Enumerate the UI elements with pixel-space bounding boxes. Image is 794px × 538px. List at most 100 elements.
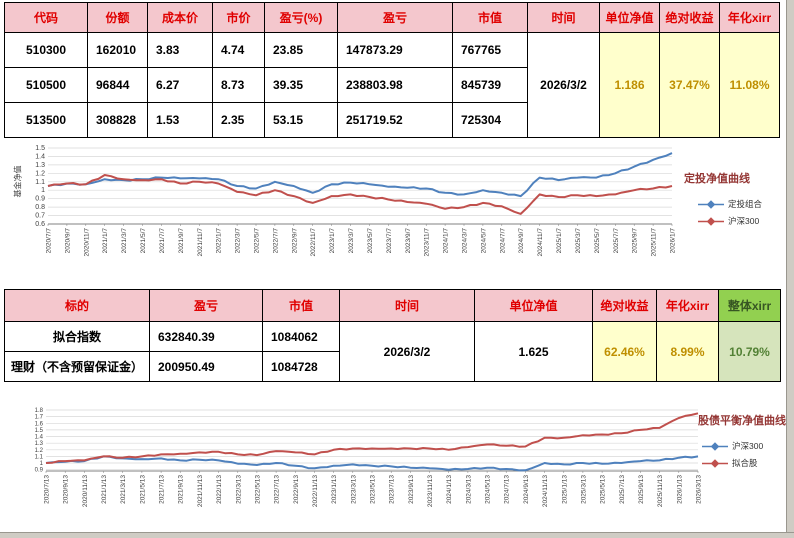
line-marker-icon [698, 199, 724, 209]
svg-text:2025/1/13: 2025/1/13 [561, 475, 568, 504]
table-row: 拟合指数 632840.39 1084062 2026/3/2 1.625 62… [4, 321, 781, 382]
legend-item-fitted-stock: 拟合股 [702, 457, 763, 469]
header-time[interactable]: 时间 [339, 289, 475, 322]
cell-market-price[interactable]: 8.73 [212, 67, 265, 103]
header-pl[interactable]: 盈亏 [149, 289, 263, 322]
cell-time[interactable]: 2026/3/2 [339, 321, 475, 382]
svg-text:2021/1/13: 2021/1/13 [101, 475, 108, 504]
svg-text:1: 1 [41, 187, 45, 194]
cell-target[interactable]: 理财（不含预留保证金） [4, 351, 150, 382]
balance-nav-chart[interactable]: 1.8 1.7 1.6 1.5 1.4 1.3 1.2 1.1 1 0.9 2020/7/13 202… [0, 382, 794, 533]
header-shares[interactable]: 份额 [87, 2, 148, 33]
cell-code[interactable]: 510300 [4, 32, 88, 68]
cell-unit-nav[interactable]: 1.186 [599, 32, 660, 138]
svg-text:2020/9/13: 2020/9/13 [63, 475, 70, 504]
legend-label: 定投组合 [728, 199, 763, 209]
svg-text:2024/7/7: 2024/7/7 [499, 228, 506, 254]
legend-item-hs300: 沪深300 [698, 215, 762, 227]
window-right-edge [786, 0, 794, 538]
header-time[interactable]: 时间 [527, 2, 600, 33]
cell-pl[interactable]: 147873.29 [337, 32, 453, 68]
cell-code[interactable]: 513500 [4, 102, 88, 138]
header-abs-return[interactable]: 绝对收益 [659, 2, 720, 33]
cell-cost-price[interactable]: 6.27 [147, 67, 213, 103]
cell-target[interactable]: 拟合指数 [4, 321, 150, 352]
header-abs-return[interactable]: 绝对收益 [592, 289, 657, 322]
svg-text:2024/11/13: 2024/11/13 [542, 475, 549, 507]
cell-shares[interactable]: 308828 [87, 102, 148, 138]
cell-cost-price[interactable]: 1.53 [147, 102, 213, 138]
line-marker-icon [702, 441, 728, 451]
cell-xirr[interactable]: 11.08% [719, 32, 780, 138]
cell-xirr[interactable]: 8.99% [656, 321, 719, 382]
cell-pl-pct[interactable]: 39.35 [264, 67, 338, 103]
svg-text:2023/7/13: 2023/7/13 [389, 475, 396, 504]
cell-market-price[interactable]: 4.74 [212, 32, 265, 68]
svg-text:2023/9/7: 2023/9/7 [405, 228, 412, 254]
svg-text:1.4: 1.4 [35, 153, 45, 160]
svg-text:2021/11/13: 2021/11/13 [197, 475, 204, 507]
chart1-legend: 定投组合 沪深300 [698, 198, 762, 232]
svg-text:2023/1/7: 2023/1/7 [329, 228, 336, 254]
balance-table: 标的 盈亏 市值 时间 单位净值 绝对收益 年化xirr 整体xirr 拟合指数… [4, 289, 781, 382]
header-market-price[interactable]: 市价 [212, 2, 265, 33]
cell-market-value[interactable]: 1084062 [262, 321, 340, 352]
cell-pl[interactable]: 238803.98 [337, 67, 453, 103]
header-market-value[interactable]: 市值 [262, 289, 340, 322]
header-pl-pct[interactable]: 盈亏(%) [264, 2, 338, 33]
cell-cost-price[interactable]: 3.83 [147, 32, 213, 68]
cell-market-value[interactable]: 845739 [452, 67, 528, 103]
svg-text:2021/11/7: 2021/11/7 [197, 228, 204, 257]
cell-time[interactable]: 2026/3/2 [527, 32, 600, 138]
table-row: 理财（不含预留保证金） 200950.49 1084728 [4, 351, 781, 382]
header-cost-price[interactable]: 成本价 [147, 2, 213, 33]
svg-text:1.8: 1.8 [35, 408, 44, 414]
cell-market-price[interactable]: 2.35 [212, 102, 265, 138]
svg-text:2021/7/7: 2021/7/7 [159, 228, 166, 254]
cell-market-value[interactable]: 767765 [452, 32, 528, 68]
svg-text:0.7: 0.7 [35, 213, 45, 220]
dca-nav-chart[interactable]: 1.5 1.4 1.3 1.2 1.1 1 0.9 0.8 0.7 0.6 2020/7/7 2020… [0, 140, 794, 288]
cell-code[interactable]: 510500 [4, 67, 88, 103]
cell-pl[interactable]: 200950.49 [149, 351, 263, 382]
svg-text:2022/11/13: 2022/11/13 [312, 475, 319, 507]
header-market-value[interactable]: 市值 [452, 2, 528, 33]
svg-text:0.6: 0.6 [35, 221, 45, 228]
table-row: 510300 162010 3.83 4.74 23.85 147873.29 … [4, 32, 780, 138]
svg-text:2025/1/7: 2025/1/7 [556, 228, 563, 254]
cell-pl-pct[interactable]: 53.15 [264, 102, 338, 138]
svg-text:2025/3/7: 2025/3/7 [575, 228, 582, 254]
header-target[interactable]: 标的 [4, 289, 150, 322]
header-pl[interactable]: 盈亏 [337, 2, 453, 33]
cell-unit-nav[interactable]: 1.625 [474, 321, 593, 382]
cell-overall-xirr[interactable]: 10.79% [718, 321, 781, 382]
cell-pl[interactable]: 632840.39 [149, 321, 263, 352]
svg-text:2022/11/7: 2022/11/7 [310, 228, 317, 257]
cell-pl-pct[interactable]: 23.85 [264, 32, 338, 68]
header-unit-nav[interactable]: 单位净值 [599, 2, 660, 33]
svg-text:2021/5/7: 2021/5/7 [140, 228, 147, 254]
cell-market-value[interactable]: 725304 [452, 102, 528, 138]
header-overall-xirr[interactable]: 整体xirr [718, 289, 781, 322]
cell-market-value[interactable]: 1084728 [262, 351, 340, 382]
cell-shares[interactable]: 96844 [87, 67, 148, 103]
cell-abs-return[interactable]: 62.46% [592, 321, 657, 382]
cell-pl[interactable]: 251719.52 [337, 102, 453, 138]
svg-text:2020/11/13: 2020/11/13 [82, 475, 89, 507]
table-row: 513500 308828 1.53 2.35 53.15 251719.52 … [4, 102, 780, 138]
cell-shares[interactable]: 162010 [87, 32, 148, 68]
svg-text:1.3: 1.3 [35, 441, 44, 447]
table-row: 510500 96844 6.27 8.73 39.35 238803.98 8… [4, 67, 780, 103]
header-unit-nav[interactable]: 单位净值 [474, 289, 593, 322]
svg-text:1.1: 1.1 [35, 179, 45, 186]
header-xirr[interactable]: 年化xirr [656, 289, 719, 322]
header-code[interactable]: 代码 [4, 2, 88, 33]
svg-text:2025/7/7: 2025/7/7 [613, 228, 620, 254]
cell-abs-return[interactable]: 37.47% [659, 32, 720, 138]
svg-text:2024/1/13: 2024/1/13 [446, 475, 453, 504]
svg-text:2022/3/13: 2022/3/13 [235, 475, 242, 504]
header-xirr[interactable]: 年化xirr [719, 2, 780, 33]
window-bottom-edge [0, 532, 794, 538]
